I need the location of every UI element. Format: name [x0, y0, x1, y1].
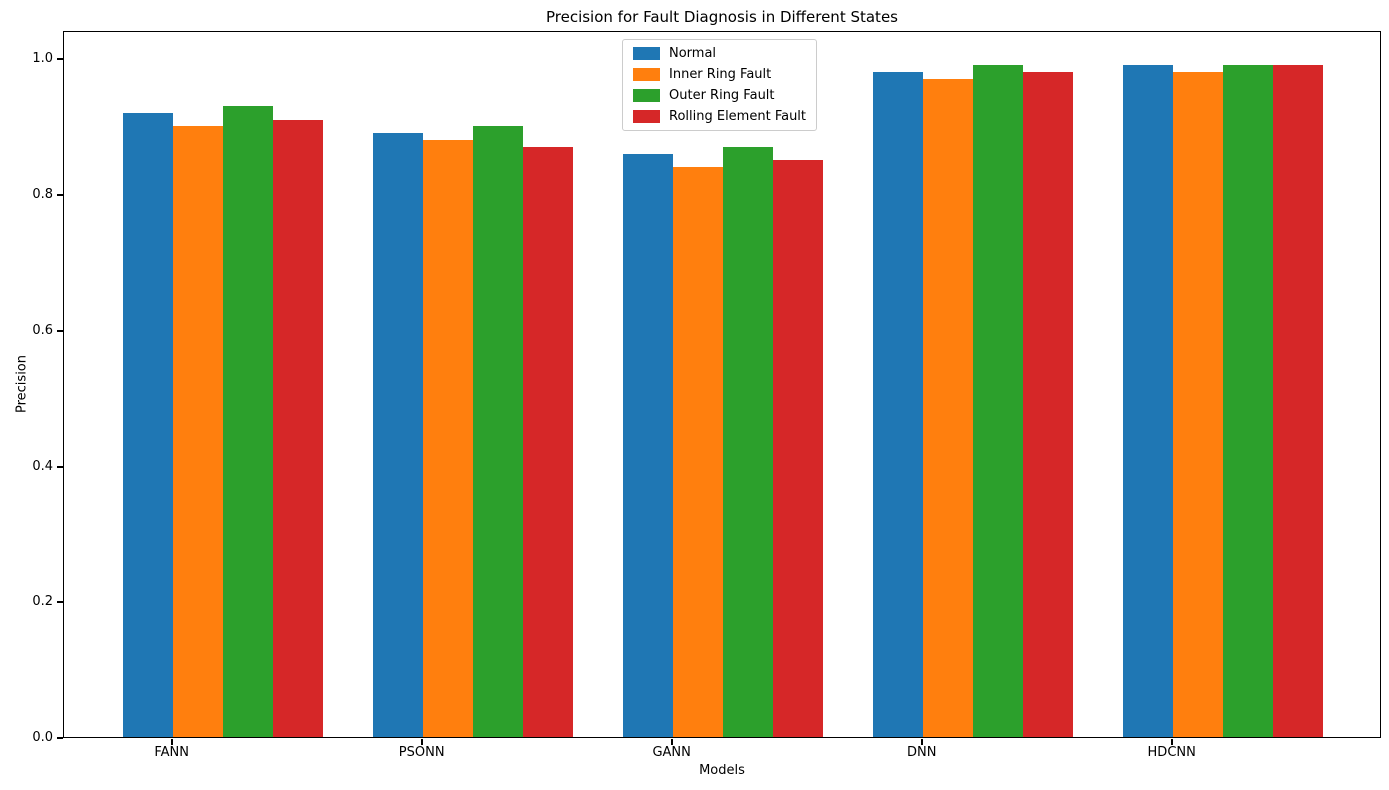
bar-dnn-series2 [972, 65, 1023, 737]
x-tick-mark [670, 739, 673, 745]
plot-area [63, 31, 1381, 738]
bar-gann-series2 [722, 146, 773, 737]
x-tick-label-fann: FANN [154, 745, 189, 760]
legend-swatch-icon [633, 47, 660, 60]
legend-label: Inner Ring Fault [669, 67, 772, 82]
bar-fann-series0 [122, 112, 173, 737]
bar-gann-series1 [672, 167, 723, 737]
legend-item-0: Normal [633, 46, 806, 61]
x-tick-mark [170, 739, 173, 745]
legend-label: Rolling Element Fault [669, 109, 807, 124]
x-tick-label-psonn: PSONN [398, 745, 445, 760]
legend-item-2: Outer Ring Fault [633, 88, 806, 103]
bar-fann-series3 [272, 119, 323, 737]
bar-hdcnn-series3 [1272, 65, 1323, 737]
y-tick-label-0.2: 0.2 [32, 594, 53, 610]
legend: Normal Inner Ring Fault Outer Ring Fault Ro… [622, 39, 818, 131]
y-tick-mark [57, 194, 63, 197]
y-tick-mark [57, 465, 63, 468]
bar-dnn-series0 [872, 72, 923, 737]
y-tick-mark [57, 737, 63, 739]
x-tick-label-hdcnn: HDCNN [1147, 745, 1196, 760]
bar-dnn-series1 [922, 78, 973, 737]
bar-hdcnn-series2 [1222, 65, 1273, 737]
y-tick-mark [57, 329, 63, 332]
y-tick-label-1.0: 1.0 [32, 51, 53, 67]
bar-psonn-series3 [522, 146, 573, 737]
chart-title: Precision for Fault Diagnosis in Differe… [545, 8, 898, 26]
x-axis-label: Models [699, 763, 745, 778]
legend-item-3: Rolling Element Fault [633, 109, 806, 124]
y-tick-label-0.0: 0.0 [32, 730, 53, 745]
legend-swatch-icon [633, 89, 660, 102]
legend-item-1: Inner Ring Fault [633, 67, 806, 82]
x-tick-label-dnn: DNN [906, 745, 937, 760]
y-tick-label-0.6: 0.6 [32, 322, 53, 338]
bar-hdcnn-series0 [1122, 65, 1173, 737]
y-tick-mark [57, 58, 63, 61]
legend-label: Normal [669, 46, 717, 61]
y-tick-mark [57, 601, 63, 604]
bar-psonn-series1 [422, 139, 473, 737]
bar-fann-series2 [222, 106, 273, 737]
legend-label: Outer Ring Fault [669, 88, 775, 103]
y-tick-label-0.8: 0.8 [32, 187, 53, 203]
legend-swatch-icon [633, 110, 660, 123]
bar-gann-series3 [772, 160, 823, 737]
x-tick-mark [920, 739, 923, 745]
bar-fann-series1 [172, 126, 223, 737]
bar-psonn-series0 [372, 133, 423, 737]
legend-swatch-icon [633, 68, 660, 81]
x-tick-mark [420, 739, 423, 745]
bar-dnn-series3 [1022, 72, 1073, 737]
bar-gann-series0 [622, 153, 673, 737]
bar-psonn-series2 [472, 126, 523, 737]
bar-hdcnn-series1 [1172, 72, 1223, 737]
y-tick-label-0.4: 0.4 [32, 458, 53, 474]
x-tick-label-gann: GANN [652, 745, 691, 760]
y-axis-label: Precision [14, 354, 30, 414]
x-tick-mark [1170, 739, 1173, 745]
